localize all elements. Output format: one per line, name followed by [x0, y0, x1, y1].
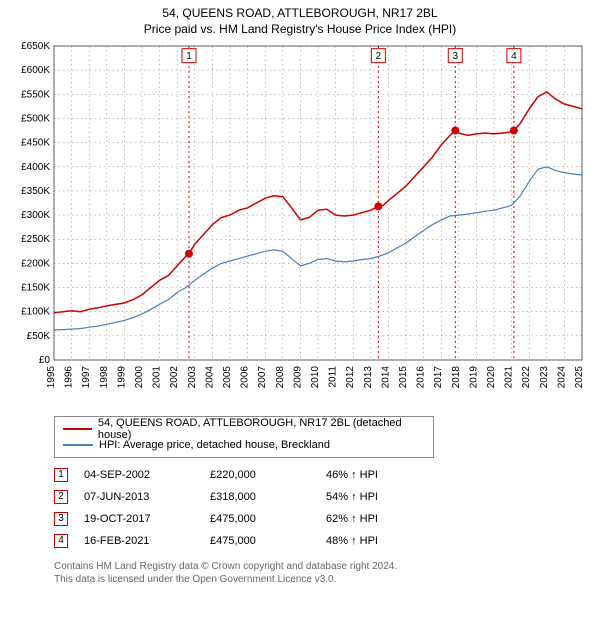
sale-price: £475,000 [210, 513, 310, 525]
svg-text:2008: 2008 [275, 365, 286, 388]
svg-text:2017: 2017 [433, 365, 444, 388]
svg-text:2018: 2018 [451, 365, 462, 388]
svg-text:£50K: £50K [27, 330, 51, 341]
svg-text:2006: 2006 [240, 365, 251, 388]
svg-text:2009: 2009 [292, 365, 303, 388]
svg-text:2004: 2004 [204, 365, 215, 388]
svg-text:2015: 2015 [398, 365, 409, 388]
sale-marker-icon: 1 [54, 468, 68, 482]
sales-row: 2 07-JUN-2013 £318,000 54% ↑ HPI [54, 486, 592, 508]
sale-pct: 46% ↑ HPI [326, 469, 446, 481]
chart-title: 54, QUEENS ROAD, ATTLEBOROUGH, NR17 2BL [8, 6, 592, 22]
sales-row: 4 16-FEB-2021 £475,000 48% ↑ HPI [54, 530, 592, 552]
svg-text:2016: 2016 [416, 365, 427, 388]
sale-date: 19-OCT-2017 [84, 513, 194, 525]
svg-text:2019: 2019 [468, 365, 479, 388]
sale-marker-icon: 2 [54, 490, 68, 504]
svg-text:2014: 2014 [380, 365, 391, 388]
svg-text:£500K: £500K [21, 113, 50, 124]
svg-text:1997: 1997 [81, 365, 92, 388]
chart-subtitle: Price paid vs. HM Land Registry's House … [8, 22, 592, 36]
sales-row: 1 04-SEP-2002 £220,000 46% ↑ HPI [54, 464, 592, 486]
svg-text:2013: 2013 [363, 365, 374, 388]
sale-price: £475,000 [210, 535, 310, 547]
svg-text:£600K: £600K [21, 65, 50, 76]
svg-text:£100K: £100K [21, 306, 50, 317]
sale-date: 04-SEP-2002 [84, 469, 194, 481]
svg-text:£150K: £150K [21, 282, 50, 293]
svg-text:£250K: £250K [21, 234, 50, 245]
svg-text:£550K: £550K [21, 89, 50, 100]
footer-attribution: Contains HM Land Registry data © Crown c… [54, 560, 592, 586]
svg-text:2002: 2002 [169, 365, 180, 388]
svg-text:2: 2 [376, 51, 382, 62]
legend-label-hpi: HPI: Average price, detached house, Brec… [99, 439, 330, 451]
sale-pct: 54% ↑ HPI [326, 491, 446, 503]
price-chart: £0 £50K £100K £150K £200K £250K £300K £350K £400… [8, 40, 592, 410]
svg-text:£650K: £650K [21, 41, 50, 52]
svg-text:2011: 2011 [328, 365, 339, 387]
svg-text:£400K: £400K [21, 161, 50, 172]
svg-text:2005: 2005 [222, 365, 233, 388]
svg-text:2025: 2025 [574, 365, 585, 388]
svg-text:£300K: £300K [21, 210, 50, 221]
svg-text:1999: 1999 [116, 365, 127, 388]
svg-text:£450K: £450K [21, 137, 50, 148]
footer-line1: Contains HM Land Registry data © Crown c… [54, 560, 592, 573]
svg-text:1998: 1998 [99, 365, 110, 388]
svg-text:2003: 2003 [187, 365, 198, 388]
svg-text:2000: 2000 [134, 365, 145, 388]
svg-text:2007: 2007 [257, 365, 268, 388]
sale-date: 16-FEB-2021 [84, 535, 194, 547]
sale-marker-icon: 4 [54, 534, 68, 548]
sale-pct: 48% ↑ HPI [326, 535, 446, 547]
svg-text:2001: 2001 [152, 365, 163, 388]
legend-swatch-property [63, 428, 92, 430]
svg-text:2020: 2020 [486, 365, 497, 388]
svg-text:1: 1 [186, 51, 192, 62]
svg-text:£0: £0 [39, 355, 51, 366]
sale-date: 07-JUN-2013 [84, 491, 194, 503]
svg-text:£200K: £200K [21, 258, 50, 269]
sales-table: 1 04-SEP-2002 £220,000 46% ↑ HPI 2 07-JU… [54, 464, 592, 552]
sale-pct: 62% ↑ HPI [326, 513, 446, 525]
svg-text:2010: 2010 [310, 365, 321, 388]
svg-text:2023: 2023 [539, 365, 550, 388]
svg-text:2012: 2012 [345, 365, 356, 388]
sale-price: £220,000 [210, 469, 310, 481]
svg-text:£350K: £350K [21, 186, 50, 197]
sale-price: £318,000 [210, 491, 310, 503]
svg-text:2024: 2024 [556, 365, 567, 388]
legend-swatch-hpi [63, 444, 93, 446]
svg-text:2022: 2022 [521, 365, 532, 388]
svg-text:3: 3 [452, 51, 458, 62]
sales-row: 3 19-OCT-2017 £475,000 62% ↑ HPI [54, 508, 592, 530]
legend-row-property: 54, QUEENS ROAD, ATTLEBOROUGH, NR17 2BL … [63, 421, 425, 437]
svg-text:1995: 1995 [46, 365, 57, 388]
footer-line2: This data is licensed under the Open Gov… [54, 573, 592, 586]
svg-text:4: 4 [511, 51, 517, 62]
legend-label-property: 54, QUEENS ROAD, ATTLEBOROUGH, NR17 2BL … [98, 417, 425, 441]
legend-box: 54, QUEENS ROAD, ATTLEBOROUGH, NR17 2BL … [54, 416, 434, 458]
svg-text:1996: 1996 [64, 365, 75, 388]
sale-marker-icon: 3 [54, 512, 68, 526]
svg-text:2021: 2021 [504, 365, 515, 388]
